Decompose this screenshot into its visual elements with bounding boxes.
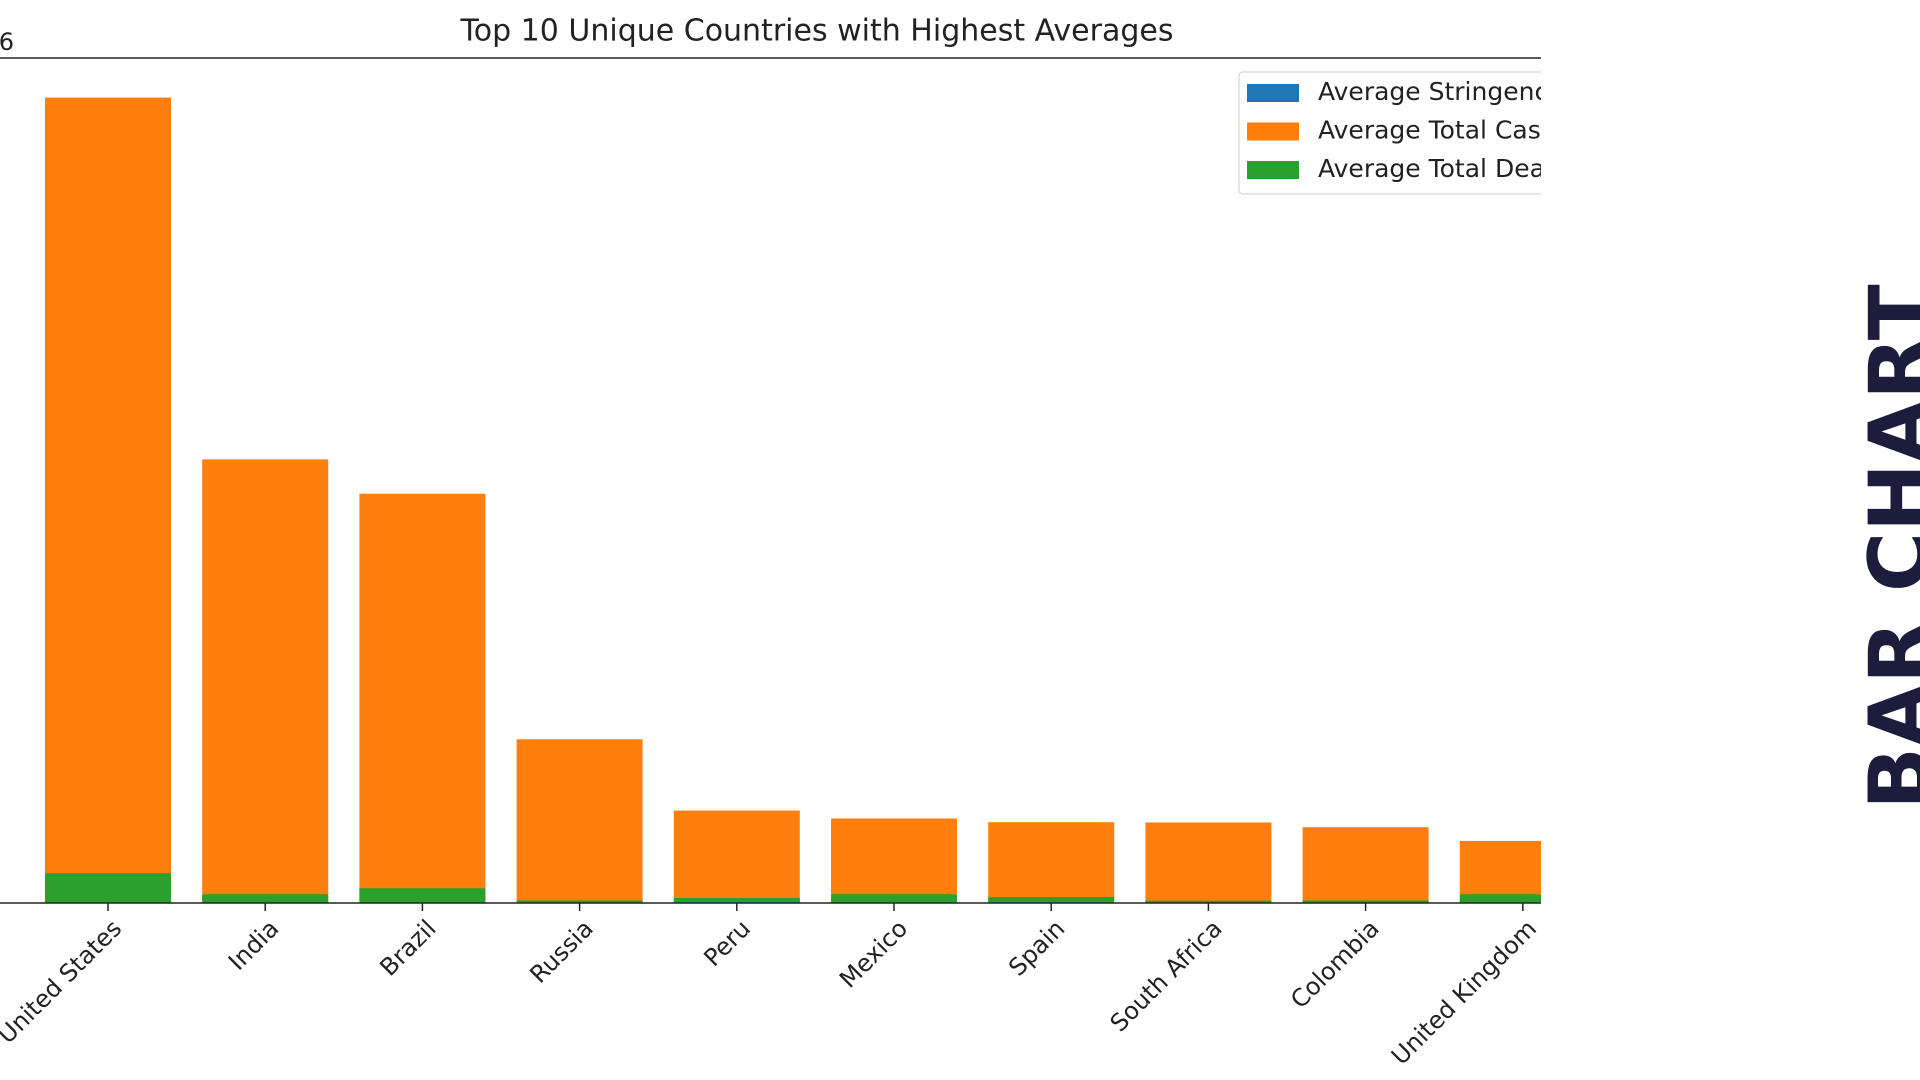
x-tick-label: United States bbox=[0, 914, 127, 1049]
bar bbox=[831, 818, 957, 903]
x-tick-label: Spain bbox=[1003, 914, 1070, 981]
legend-label: Average Stringency Index bbox=[1318, 77, 1640, 106]
bar bbox=[1459, 894, 1541, 903]
x-tick-label: Peru bbox=[698, 914, 756, 972]
legend-swatch bbox=[1247, 122, 1299, 141]
offset-label: 1e6 bbox=[0, 28, 14, 56]
bar bbox=[988, 822, 1115, 903]
legend-frame bbox=[1238, 71, 1541, 195]
bar bbox=[202, 459, 329, 903]
side-label: BAR CHART bbox=[1852, 284, 1920, 809]
x-tick-label: United Kingdom bbox=[1386, 914, 1542, 1070]
bar bbox=[516, 739, 643, 903]
bar bbox=[1459, 840, 1541, 903]
x-tick-label: Brazil bbox=[374, 914, 441, 981]
bar bbox=[1302, 827, 1429, 903]
x-tick-label: Mexico bbox=[834, 914, 913, 993]
bar bbox=[45, 97, 171, 903]
legend-label: Average Total Cases bbox=[1318, 116, 1569, 145]
x-tick-label: Russia bbox=[524, 914, 598, 988]
legend-label: Average Total Deaths bbox=[1318, 154, 1584, 183]
bar bbox=[202, 894, 329, 903]
x-tick-label: India bbox=[223, 914, 284, 975]
bar bbox=[1145, 900, 1272, 903]
bar bbox=[831, 894, 957, 903]
bar bbox=[988, 896, 1115, 903]
chart-title: Top 10 Unique Countries with Highest Ave… bbox=[460, 14, 1174, 49]
bar bbox=[1302, 900, 1429, 903]
bar bbox=[673, 810, 800, 903]
bar bbox=[359, 888, 486, 903]
plot-area: United States India Brazil Russia Peru Mexico… bbox=[0, 57, 1640, 1080]
bar bbox=[673, 897, 800, 903]
legend: Average Stringency Index Average Total Ca… bbox=[1238, 71, 1640, 195]
bar bbox=[516, 900, 643, 903]
bar bbox=[1145, 822, 1272, 903]
legend-swatch bbox=[1247, 161, 1299, 179]
bar bbox=[359, 493, 486, 903]
x-tick-label: South Africa bbox=[1105, 914, 1228, 1037]
x-tick-label: Colombia bbox=[1285, 914, 1385, 1014]
legend-swatch bbox=[1247, 84, 1299, 102]
bar bbox=[45, 873, 171, 903]
